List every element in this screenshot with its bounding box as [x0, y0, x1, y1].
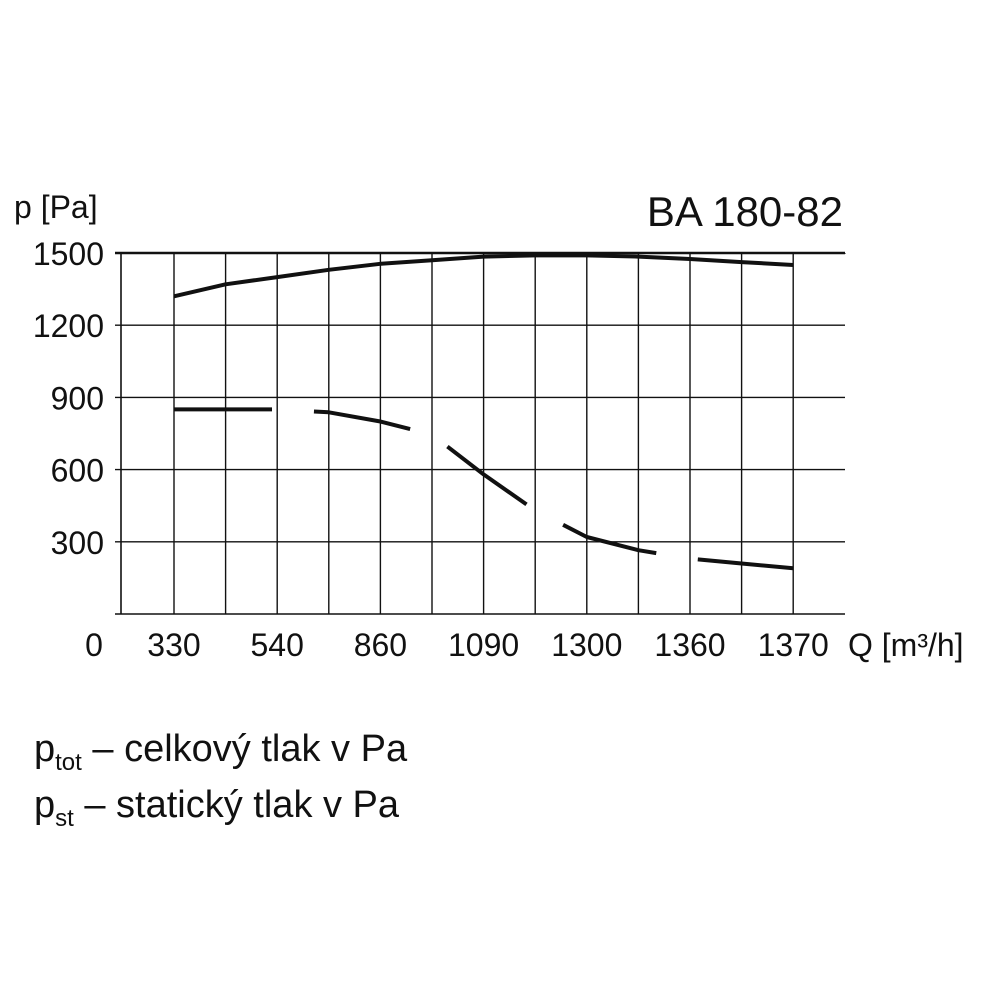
- legend-symbol: p: [34, 784, 56, 826]
- legend-ptot: ptot – celkový tlak v Pa: [34, 730, 407, 775]
- y-axis-label: p [Pa]: [14, 189, 98, 225]
- y-tick-label: 900: [51, 380, 104, 416]
- y-tick-label: 1500: [33, 236, 104, 272]
- x-tick-label: 860: [354, 627, 407, 663]
- legend-subscript: tot: [55, 749, 82, 776]
- x-tick-label: 1360: [654, 627, 725, 663]
- legend-symbol: p: [34, 728, 56, 770]
- legend-pst: pst – statický tlak v Pa: [34, 786, 399, 831]
- chart-title: BA 180-82: [647, 188, 843, 235]
- y-tick-label: 600: [51, 453, 104, 489]
- legend-text: – statický tlak v Pa: [73, 784, 400, 826]
- chart-curves: [173, 253, 794, 571]
- chart-grid: [115, 251, 846, 615]
- x-tick-label: 540: [251, 627, 304, 663]
- y-tick-label: 1200: [33, 308, 104, 344]
- chart-labels: 300 600 900 1200 1500 0 330 540 860 1090 1300 1360 1…: [14, 188, 964, 663]
- x-axis-label: Q [m³/h]: [848, 627, 964, 663]
- x-origin-label: 0: [85, 627, 103, 663]
- x-tick-label: 1090: [448, 627, 519, 663]
- y-tick-label: 300: [51, 525, 104, 561]
- fan-curve-chart: 300 600 900 1200 1500 0 330 540 860 1090 1300 1360 1…: [14, 188, 964, 663]
- x-tick-label: 1300: [551, 627, 622, 663]
- x-tick-label: 330: [147, 627, 200, 663]
- x-tick-label: 1370: [758, 627, 829, 663]
- legend-subscript: st: [55, 805, 74, 832]
- series-line-pst: [174, 407, 794, 571]
- series-line-ptot: [173, 253, 794, 299]
- legend-text: – celkový tlak v Pa: [81, 728, 408, 770]
